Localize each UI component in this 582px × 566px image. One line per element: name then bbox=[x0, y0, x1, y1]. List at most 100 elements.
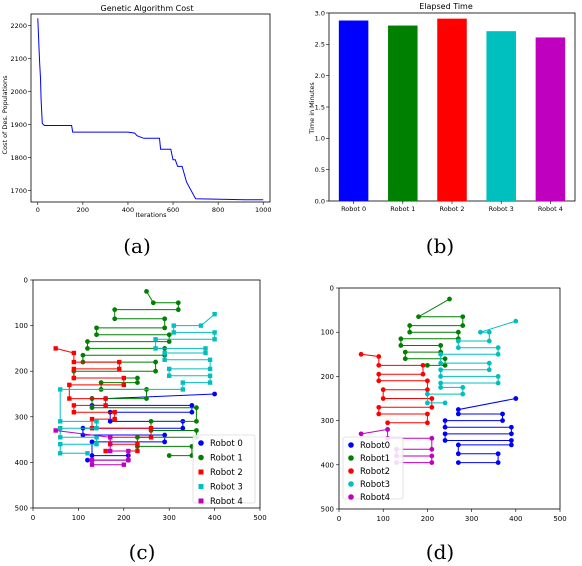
y-tick-label: 1.0 bbox=[315, 135, 325, 143]
path-point bbox=[58, 426, 63, 431]
path-point bbox=[486, 338, 492, 344]
path-point bbox=[58, 387, 63, 392]
caption-d: (d) bbox=[426, 540, 454, 564]
path-point bbox=[89, 462, 95, 467]
y-axis-label: Cost of Des. Populations bbox=[1, 75, 9, 155]
path-point bbox=[486, 367, 492, 373]
path-point bbox=[135, 441, 140, 447]
path-point bbox=[144, 396, 149, 401]
cost-line bbox=[37, 18, 264, 201]
path-point bbox=[162, 439, 168, 445]
robot-path bbox=[444, 398, 516, 464]
path-point bbox=[455, 442, 461, 448]
path-point bbox=[425, 362, 430, 368]
bar bbox=[486, 31, 516, 201]
legend-label: Robot 3 bbox=[210, 483, 243, 493]
path-point bbox=[376, 362, 382, 368]
x-tick-label: Robot 4 bbox=[538, 205, 563, 213]
y-tick-label: 300 bbox=[15, 413, 28, 421]
robot-path bbox=[361, 353, 433, 424]
x-tick-label: 500 bbox=[553, 515, 566, 523]
path-point bbox=[180, 387, 186, 392]
path-point bbox=[438, 374, 444, 379]
x-tick-label: 500 bbox=[253, 514, 266, 522]
y-tick-label: 500 bbox=[321, 506, 334, 514]
caption-c: (c) bbox=[129, 540, 156, 564]
path-point bbox=[207, 380, 213, 385]
path-point bbox=[153, 359, 158, 365]
path-point bbox=[126, 457, 131, 463]
y-tick-label: 3.0 bbox=[315, 9, 325, 17]
legend-label: Robot0 bbox=[360, 441, 390, 451]
legend-box bbox=[192, 434, 256, 504]
x-tick-label: 100 bbox=[377, 515, 390, 523]
path-point bbox=[212, 337, 217, 342]
path-point bbox=[486, 360, 492, 366]
panel-d-robot-paths: 0 100 200 300 400 5000100200300400500Robot0Ro… bbox=[321, 285, 567, 565]
path-point bbox=[429, 396, 435, 401]
panel-b-elapsed-time-chart: Elapsed Time Time in Minutes 0.0 0.5 1.0 1.… bbox=[308, 2, 576, 258]
path-point bbox=[94, 325, 99, 331]
path-point bbox=[212, 312, 217, 317]
x-tick-label: 100 bbox=[72, 514, 85, 522]
path-point bbox=[153, 337, 158, 342]
legend-marker bbox=[348, 468, 354, 474]
legend-marker bbox=[198, 469, 204, 475]
path-point bbox=[153, 368, 158, 374]
path-point bbox=[189, 403, 195, 408]
path-point bbox=[80, 352, 86, 358]
x-tick-label: 200 bbox=[117, 514, 130, 522]
y-tick-label: 400 bbox=[15, 459, 28, 467]
path-point bbox=[442, 438, 448, 443]
path-point bbox=[58, 451, 63, 456]
path-point bbox=[513, 318, 519, 324]
path-point bbox=[500, 411, 505, 417]
path-point bbox=[358, 351, 364, 357]
x-tick-label: 800 bbox=[212, 206, 224, 214]
path-point bbox=[486, 329, 492, 335]
y-tick-label: 100 bbox=[321, 329, 334, 337]
path-point bbox=[429, 446, 435, 452]
path-point bbox=[162, 350, 167, 356]
path-point bbox=[175, 307, 181, 313]
path-point bbox=[94, 435, 99, 440]
path-point bbox=[455, 345, 461, 351]
path-point bbox=[148, 435, 154, 440]
path-point bbox=[180, 380, 186, 385]
robot-path bbox=[361, 428, 433, 464]
path-point bbox=[153, 346, 158, 351]
path-point bbox=[429, 435, 435, 441]
path-point bbox=[212, 330, 217, 335]
path-point bbox=[148, 418, 154, 424]
path-point bbox=[442, 431, 448, 437]
path-point bbox=[71, 359, 77, 365]
path-point bbox=[460, 314, 466, 320]
path-point bbox=[117, 366, 122, 372]
path-point bbox=[121, 382, 126, 388]
path-point bbox=[376, 411, 382, 417]
path-point bbox=[112, 416, 117, 422]
path-point bbox=[455, 411, 461, 417]
y-tick-label: 500 bbox=[15, 505, 28, 513]
path-point bbox=[438, 360, 444, 366]
x-tick-label: 0 bbox=[36, 206, 40, 214]
legend-label: Robot3 bbox=[360, 480, 390, 490]
path-point bbox=[455, 338, 461, 344]
legend-label: Robot1 bbox=[360, 454, 390, 464]
y-tick-label: 1700 bbox=[10, 187, 27, 195]
path-point bbox=[171, 330, 176, 335]
path-point bbox=[442, 418, 448, 423]
path-point bbox=[508, 442, 514, 448]
path-point bbox=[420, 371, 426, 377]
path-point bbox=[416, 314, 421, 320]
y-tick-label: 0.5 bbox=[315, 166, 325, 174]
path-point bbox=[460, 323, 466, 328]
path-point bbox=[425, 411, 430, 417]
y-tick-label: 2200 bbox=[10, 22, 27, 30]
path-point bbox=[402, 356, 408, 362]
path-point bbox=[166, 332, 172, 338]
bar bbox=[437, 18, 467, 201]
path-point bbox=[420, 362, 426, 368]
path-point bbox=[442, 356, 448, 362]
